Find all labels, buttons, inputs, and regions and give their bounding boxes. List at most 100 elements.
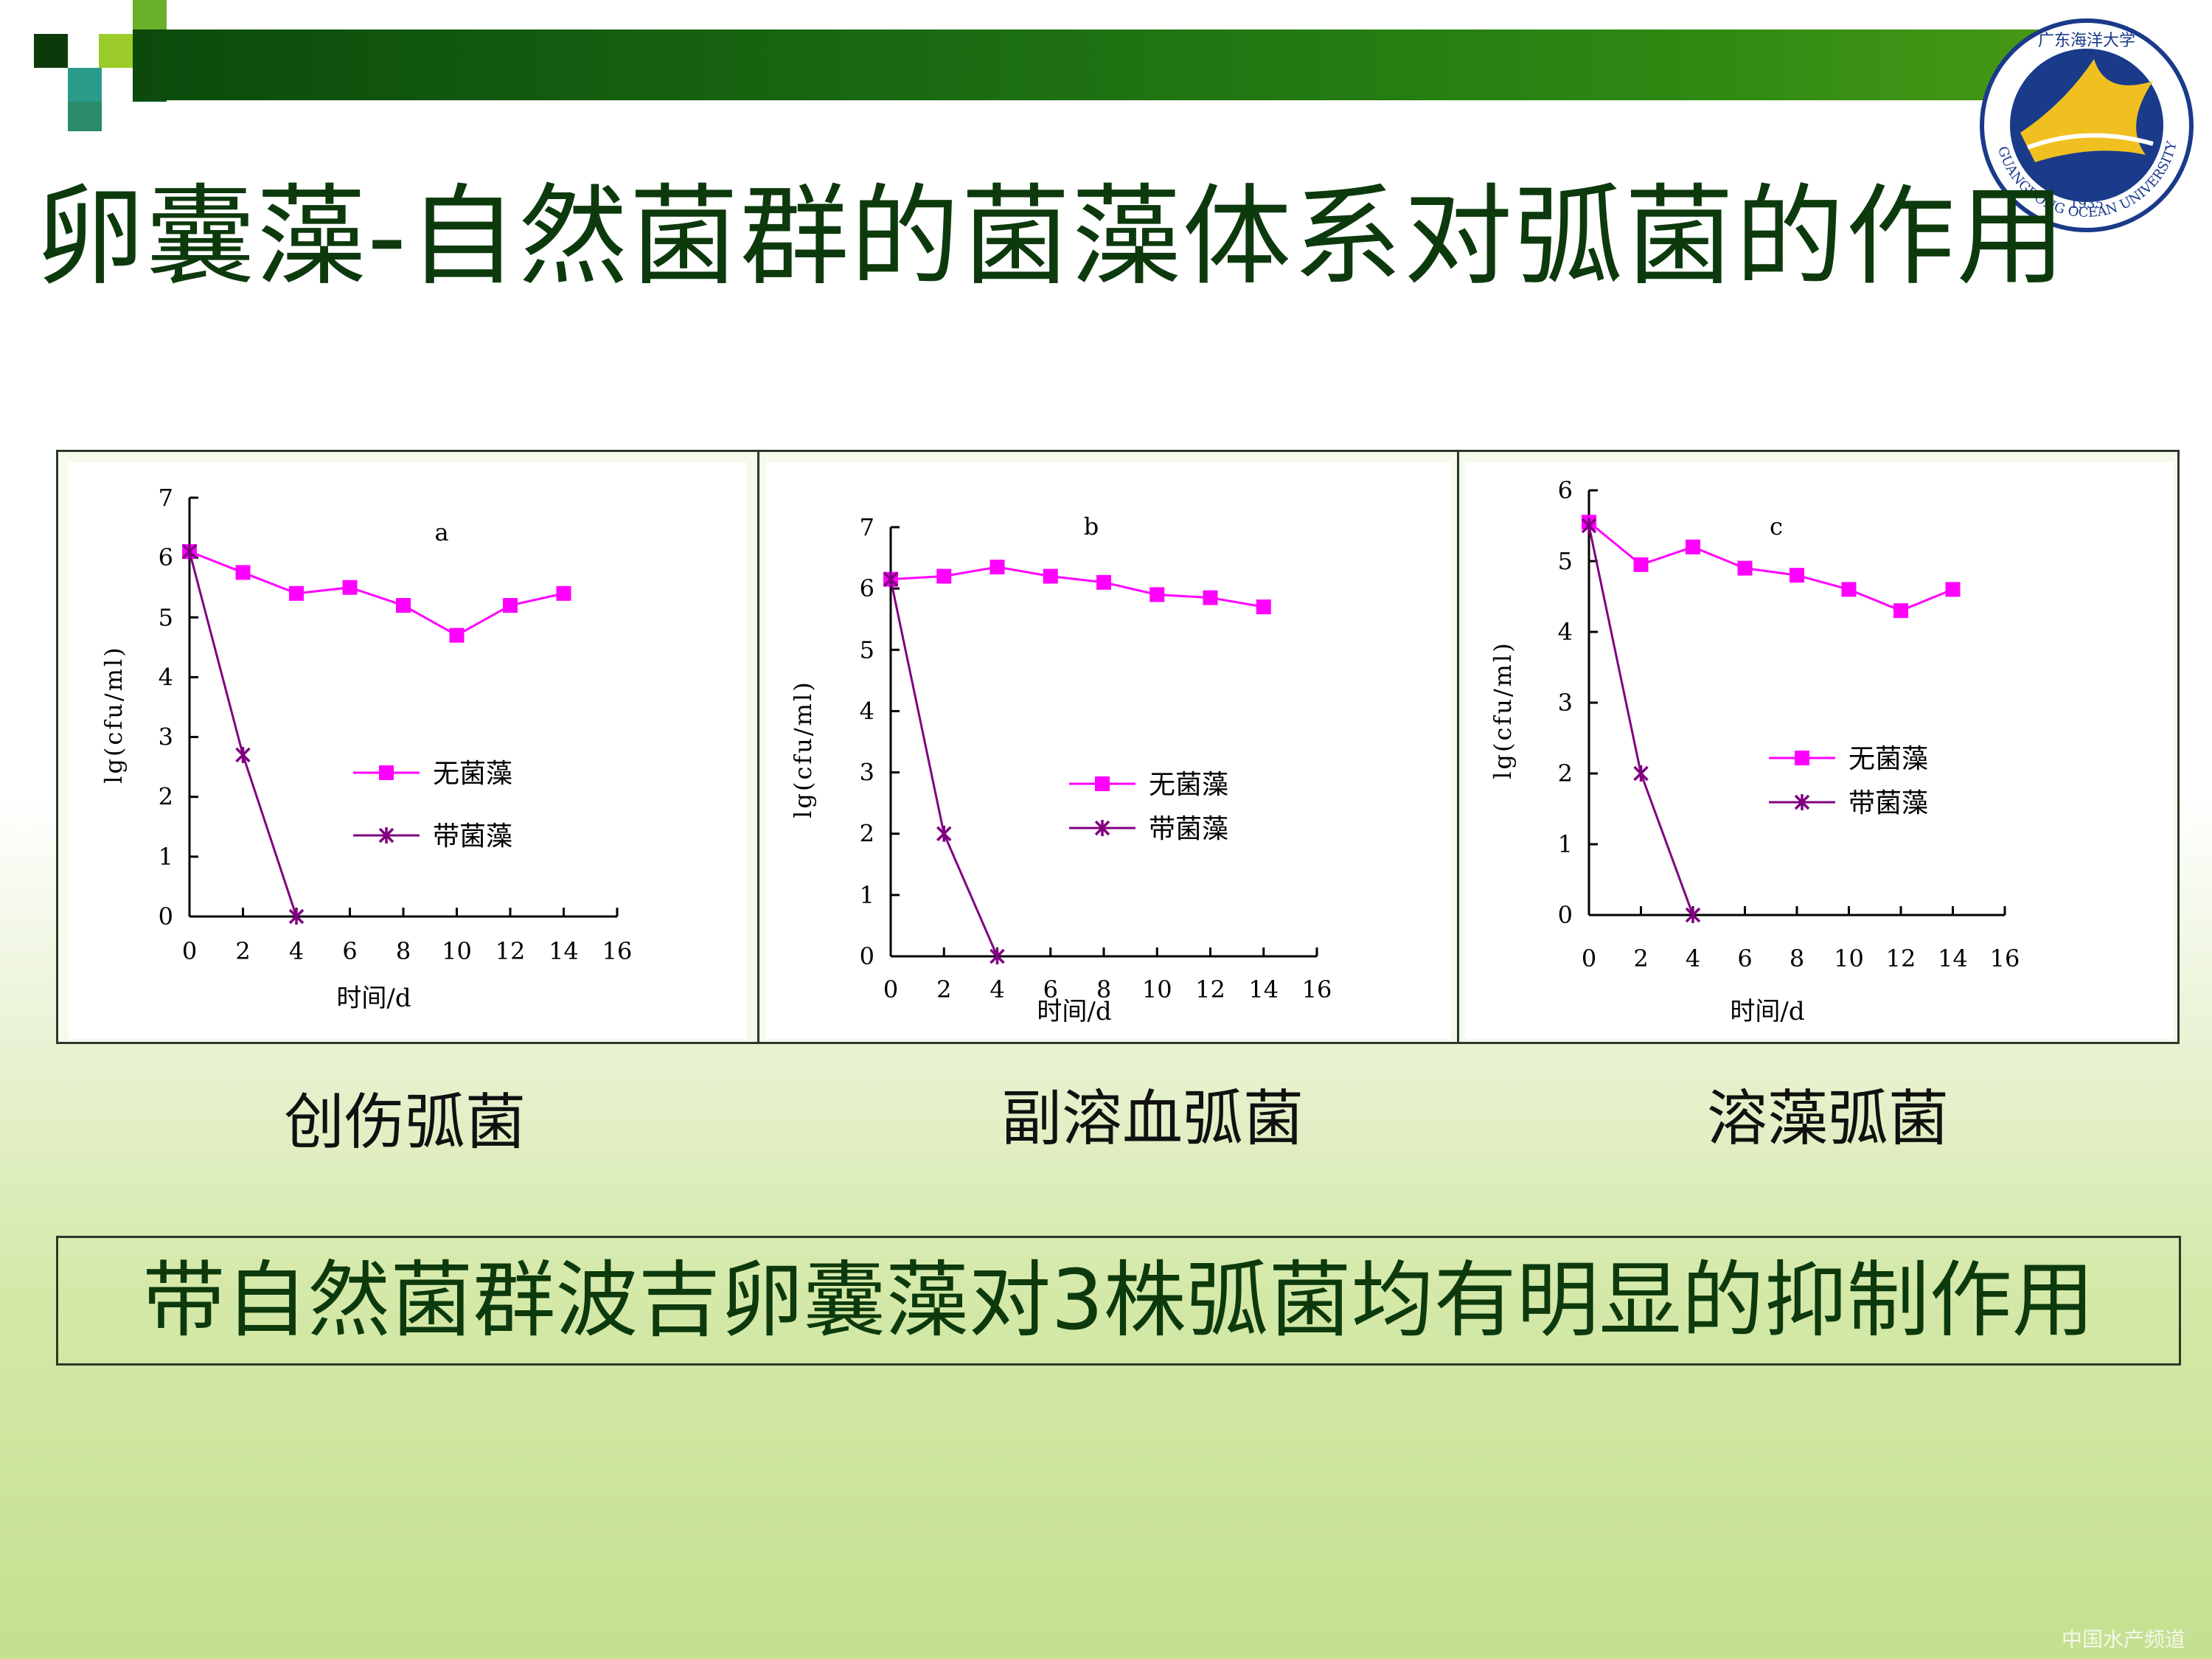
slide-title: 卵囊藻-自然菌群的菌藻体系对弧菌的作用: [35, 173, 2067, 300]
y-tick-label: 7: [159, 484, 173, 512]
x-tick-label: 0: [182, 937, 197, 965]
decor-square: [133, 0, 167, 29]
data-point: [1633, 765, 1649, 782]
legend-marker: [1094, 820, 1110, 836]
data-point: [1737, 560, 1753, 576]
y-tick-label: 6: [860, 574, 874, 602]
y-tick-label: 7: [860, 513, 874, 541]
decor-square: [68, 102, 102, 131]
data-point: [990, 560, 1005, 575]
x-tick-label: 8: [396, 937, 411, 965]
data-point: [235, 565, 251, 580]
data-point: [1893, 603, 1908, 619]
decor-square: [34, 34, 68, 68]
panel-divider: [757, 452, 759, 1042]
y-tick-label: 1: [860, 881, 874, 909]
x-tick-label: 2: [1633, 945, 1648, 973]
x-tick-label: 2: [936, 975, 951, 1004]
data-point: [503, 598, 518, 613]
data-point: [181, 543, 198, 560]
panel-divider: [1457, 452, 1459, 1042]
data-point: [1841, 582, 1857, 597]
x-tick-label: 6: [1043, 975, 1058, 1004]
data-point: [1150, 587, 1165, 602]
decor-square: [99, 34, 133, 68]
x-tick-label: 10: [1834, 945, 1864, 973]
panel-label: b: [1084, 512, 1099, 540]
legend-marker: [1095, 776, 1110, 791]
y-axis-label: lg(cfu/ml): [789, 680, 817, 818]
x-tick-label: 10: [1142, 975, 1172, 1004]
data-point: [990, 948, 1005, 964]
data-point: [288, 908, 305, 925]
y-tick-label: 6: [159, 543, 173, 571]
series-line: [1588, 521, 1954, 612]
y-tick-label: 0: [860, 942, 874, 970]
logo-chinese-name: 广东海洋大学: [2038, 32, 2135, 50]
data-point: [1581, 518, 1597, 534]
x-tick-label: 16: [1990, 945, 2020, 973]
x-tick-label: 2: [235, 937, 250, 965]
data-point: [1685, 907, 1701, 923]
y-tick-label: 2: [860, 820, 874, 848]
data-point: [396, 598, 411, 613]
data-point: [449, 627, 465, 643]
data-point: [936, 568, 952, 584]
y-tick-label: 1: [159, 843, 173, 871]
x-tick-label: 8: [1790, 945, 1804, 973]
legend-label: 带菌藻: [1848, 788, 1928, 818]
plot-background: [1465, 462, 2173, 1039]
x-tick-label: 16: [602, 937, 633, 965]
x-tick-label: 14: [549, 937, 579, 965]
x-tick-label: 4: [990, 975, 1004, 1004]
legend-marker: [379, 765, 394, 780]
data-point: [1256, 599, 1271, 615]
y-tick-label: 4: [1558, 618, 1573, 646]
data-point: [1096, 574, 1111, 590]
y-tick-label: 2: [1558, 759, 1573, 787]
legend-label: 带菌藻: [433, 821, 512, 852]
data-point: [1203, 590, 1218, 605]
data-point: [1686, 539, 1700, 554]
x-tick-label: 10: [442, 937, 472, 965]
legend-marker: [378, 827, 394, 844]
x-tick-label: 12: [1886, 945, 1916, 973]
y-tick-label: 2: [159, 783, 173, 811]
y-tick-label: 0: [159, 902, 173, 931]
x-axis-label: 时间/d: [1037, 997, 1111, 1026]
data-point: [289, 585, 304, 601]
y-tick-label: 1: [1558, 830, 1573, 858]
y-tick-label: 5: [159, 603, 173, 631]
data-point: [1790, 568, 1804, 583]
data-point: [342, 580, 358, 595]
x-axis-label: 时间/d: [1730, 997, 1804, 1026]
data-point: [1945, 582, 1961, 597]
x-tick-label: 4: [1686, 945, 1700, 973]
x-tick-label: 16: [1302, 975, 1332, 1004]
decor-square: [0, 0, 34, 34]
caption-c: 溶藻弧菌: [1707, 1084, 1950, 1154]
conclusion-text: 带自然菌群波吉卵囊藻对3株弧菌均有明显的抑制作用: [142, 1253, 2095, 1349]
x-tick-label: 12: [495, 937, 526, 965]
conclusion-box: 带自然菌群波吉卵囊藻对3株弧菌均有明显的抑制作用: [56, 1236, 2181, 1366]
x-tick-label: 6: [1737, 945, 1752, 973]
panel-label: c: [1770, 512, 1783, 540]
data-point: [936, 825, 952, 842]
y-tick-label: 4: [860, 697, 874, 725]
y-tick-label: 0: [1558, 901, 1573, 929]
x-tick-label: 4: [289, 937, 304, 965]
series-line: [189, 550, 564, 637]
chart-frame: 0 1 2 3 4 5 6 7 0 2 4 6 8 10 12 14 16 时间/d lg(cfu/ml) a 无菌藻带…: [56, 450, 2180, 1044]
data-point: [235, 746, 251, 763]
y-axis-label: lg(cfu/ml): [100, 645, 128, 783]
y-axis-label: lg(cfu/ml): [1489, 641, 1517, 779]
x-tick-label: 6: [342, 937, 357, 965]
x-tick-label: 12: [1195, 975, 1225, 1004]
legend-label: 带菌藻: [1149, 814, 1228, 844]
y-tick-label: 3: [860, 759, 874, 787]
panel-label: a: [434, 518, 448, 546]
x-tick-label: 14: [1938, 945, 1968, 973]
